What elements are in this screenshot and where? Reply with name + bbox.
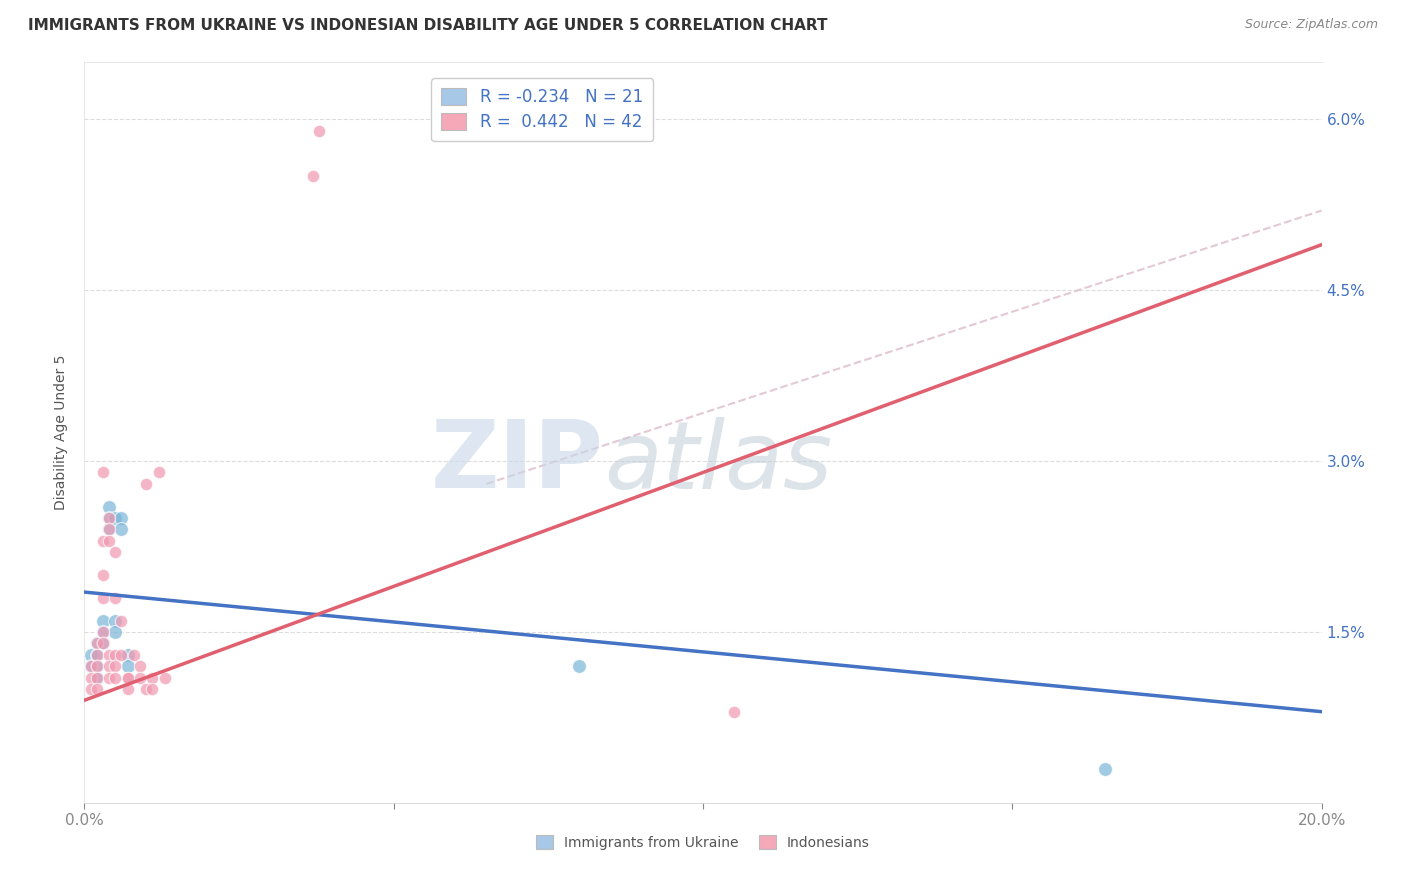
Point bbox=[104, 671, 127, 685]
Point bbox=[135, 681, 157, 696]
Point bbox=[98, 648, 121, 662]
Point bbox=[141, 671, 163, 685]
Point bbox=[104, 545, 127, 559]
Point bbox=[110, 511, 132, 525]
Point bbox=[79, 659, 101, 673]
Point bbox=[79, 659, 101, 673]
Point bbox=[104, 648, 127, 662]
Point bbox=[86, 659, 108, 673]
Point bbox=[110, 523, 132, 537]
Point bbox=[86, 671, 108, 685]
Point bbox=[79, 681, 101, 696]
Legend: Immigrants from Ukraine, Indonesians: Immigrants from Ukraine, Indonesians bbox=[530, 830, 876, 855]
Point bbox=[104, 614, 127, 628]
Point bbox=[110, 614, 132, 628]
Text: ZIP: ZIP bbox=[432, 417, 605, 508]
Point bbox=[86, 648, 108, 662]
Point bbox=[135, 476, 157, 491]
Point bbox=[98, 511, 121, 525]
Point bbox=[104, 511, 127, 525]
Point bbox=[98, 523, 121, 537]
Point bbox=[91, 591, 114, 605]
Point bbox=[98, 671, 121, 685]
Point bbox=[308, 124, 330, 138]
Point bbox=[86, 671, 108, 685]
Point bbox=[153, 671, 176, 685]
Point bbox=[117, 659, 139, 673]
Point bbox=[117, 681, 139, 696]
Point bbox=[129, 671, 152, 685]
Point bbox=[79, 648, 101, 662]
Point bbox=[86, 648, 108, 662]
Point bbox=[98, 523, 121, 537]
Point bbox=[117, 671, 139, 685]
Text: atlas: atlas bbox=[605, 417, 832, 508]
Point bbox=[110, 648, 132, 662]
Point bbox=[91, 624, 114, 639]
Point bbox=[91, 568, 114, 582]
Point bbox=[568, 659, 591, 673]
Point bbox=[104, 659, 127, 673]
Point bbox=[117, 648, 139, 662]
Point bbox=[98, 511, 121, 525]
Point bbox=[148, 466, 170, 480]
Point bbox=[86, 659, 108, 673]
Point bbox=[1094, 762, 1116, 776]
Point bbox=[86, 636, 108, 650]
Point bbox=[98, 533, 121, 548]
Point bbox=[79, 671, 101, 685]
Point bbox=[104, 591, 127, 605]
Point bbox=[91, 636, 114, 650]
Point bbox=[104, 624, 127, 639]
Point bbox=[86, 681, 108, 696]
Point bbox=[122, 648, 145, 662]
Point bbox=[141, 681, 163, 696]
Point bbox=[117, 671, 139, 685]
Point bbox=[302, 169, 325, 184]
Point bbox=[91, 614, 114, 628]
Point bbox=[86, 636, 108, 650]
Y-axis label: Disability Age Under 5: Disability Age Under 5 bbox=[55, 355, 69, 510]
Point bbox=[91, 624, 114, 639]
Point bbox=[98, 500, 121, 514]
Point bbox=[91, 466, 114, 480]
Point bbox=[129, 659, 152, 673]
Point bbox=[91, 533, 114, 548]
Point bbox=[91, 636, 114, 650]
Text: Source: ZipAtlas.com: Source: ZipAtlas.com bbox=[1244, 18, 1378, 31]
Point bbox=[98, 659, 121, 673]
Text: IMMIGRANTS FROM UKRAINE VS INDONESIAN DISABILITY AGE UNDER 5 CORRELATION CHART: IMMIGRANTS FROM UKRAINE VS INDONESIAN DI… bbox=[28, 18, 828, 33]
Point bbox=[723, 705, 745, 719]
